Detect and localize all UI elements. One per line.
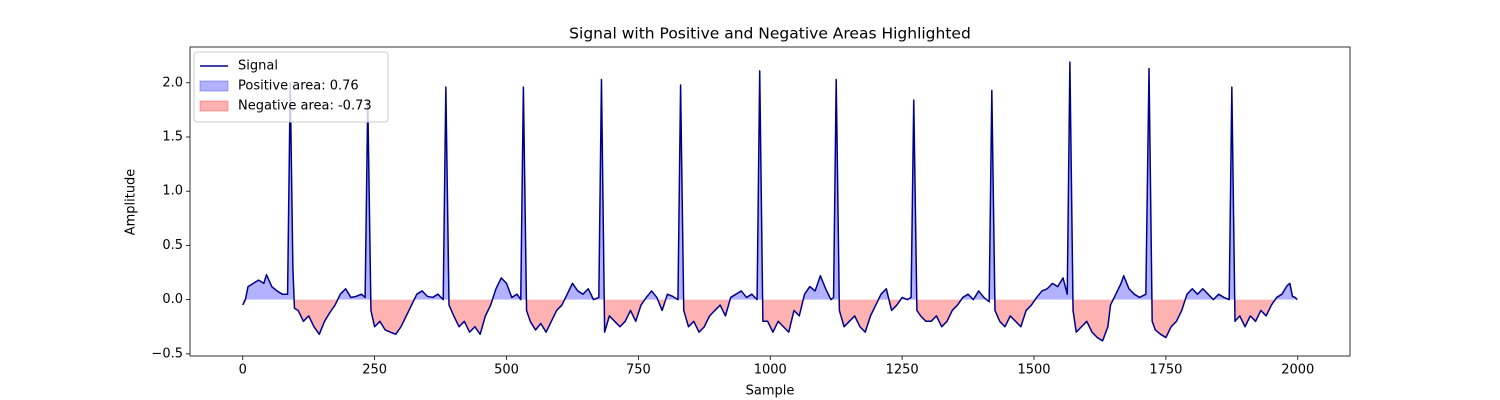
y-tick-label: −0.5 bbox=[151, 346, 183, 361]
y-tick-label: 1.0 bbox=[162, 184, 183, 199]
y-axis-label: Amplitude bbox=[124, 169, 139, 236]
legend-swatch bbox=[199, 80, 229, 92]
legend: Signal Positive area: 0.76 Negative area: … bbox=[193, 51, 389, 123]
x-tick-label: 0 bbox=[239, 363, 247, 378]
x-tick-label: 750 bbox=[626, 363, 651, 378]
x-tick-label: 1250 bbox=[886, 363, 919, 378]
x-tick-label: 250 bbox=[362, 363, 387, 378]
y-tick-label: 0.5 bbox=[162, 238, 183, 253]
x-tick-label: 1750 bbox=[1149, 363, 1182, 378]
x-axis-label: Sample bbox=[746, 384, 795, 399]
y-tick-label: 1.5 bbox=[162, 129, 183, 144]
legend-box bbox=[193, 51, 389, 123]
negative-area bbox=[242, 299, 1276, 341]
plot-frame bbox=[189, 46, 1351, 357]
legend-swatch bbox=[199, 100, 229, 112]
y-tick-label: 0.0 bbox=[162, 292, 183, 307]
x-tick-label: 1000 bbox=[754, 363, 787, 378]
legend-label: Negative area: -0.73 bbox=[238, 99, 372, 114]
legend-label: Positive area: 0.76 bbox=[238, 79, 359, 94]
signal-line bbox=[242, 61, 1298, 342]
x-tick-label: 500 bbox=[494, 363, 519, 378]
y-tick-label: 2.0 bbox=[162, 75, 183, 90]
x-tick-label: 1500 bbox=[1017, 363, 1050, 378]
x-tick-label: 2000 bbox=[1281, 363, 1314, 378]
legend-label: Signal bbox=[238, 59, 278, 74]
positive-area bbox=[242, 62, 1298, 300]
chart-title: Signal with Positive and Negative Areas … bbox=[569, 25, 971, 43]
